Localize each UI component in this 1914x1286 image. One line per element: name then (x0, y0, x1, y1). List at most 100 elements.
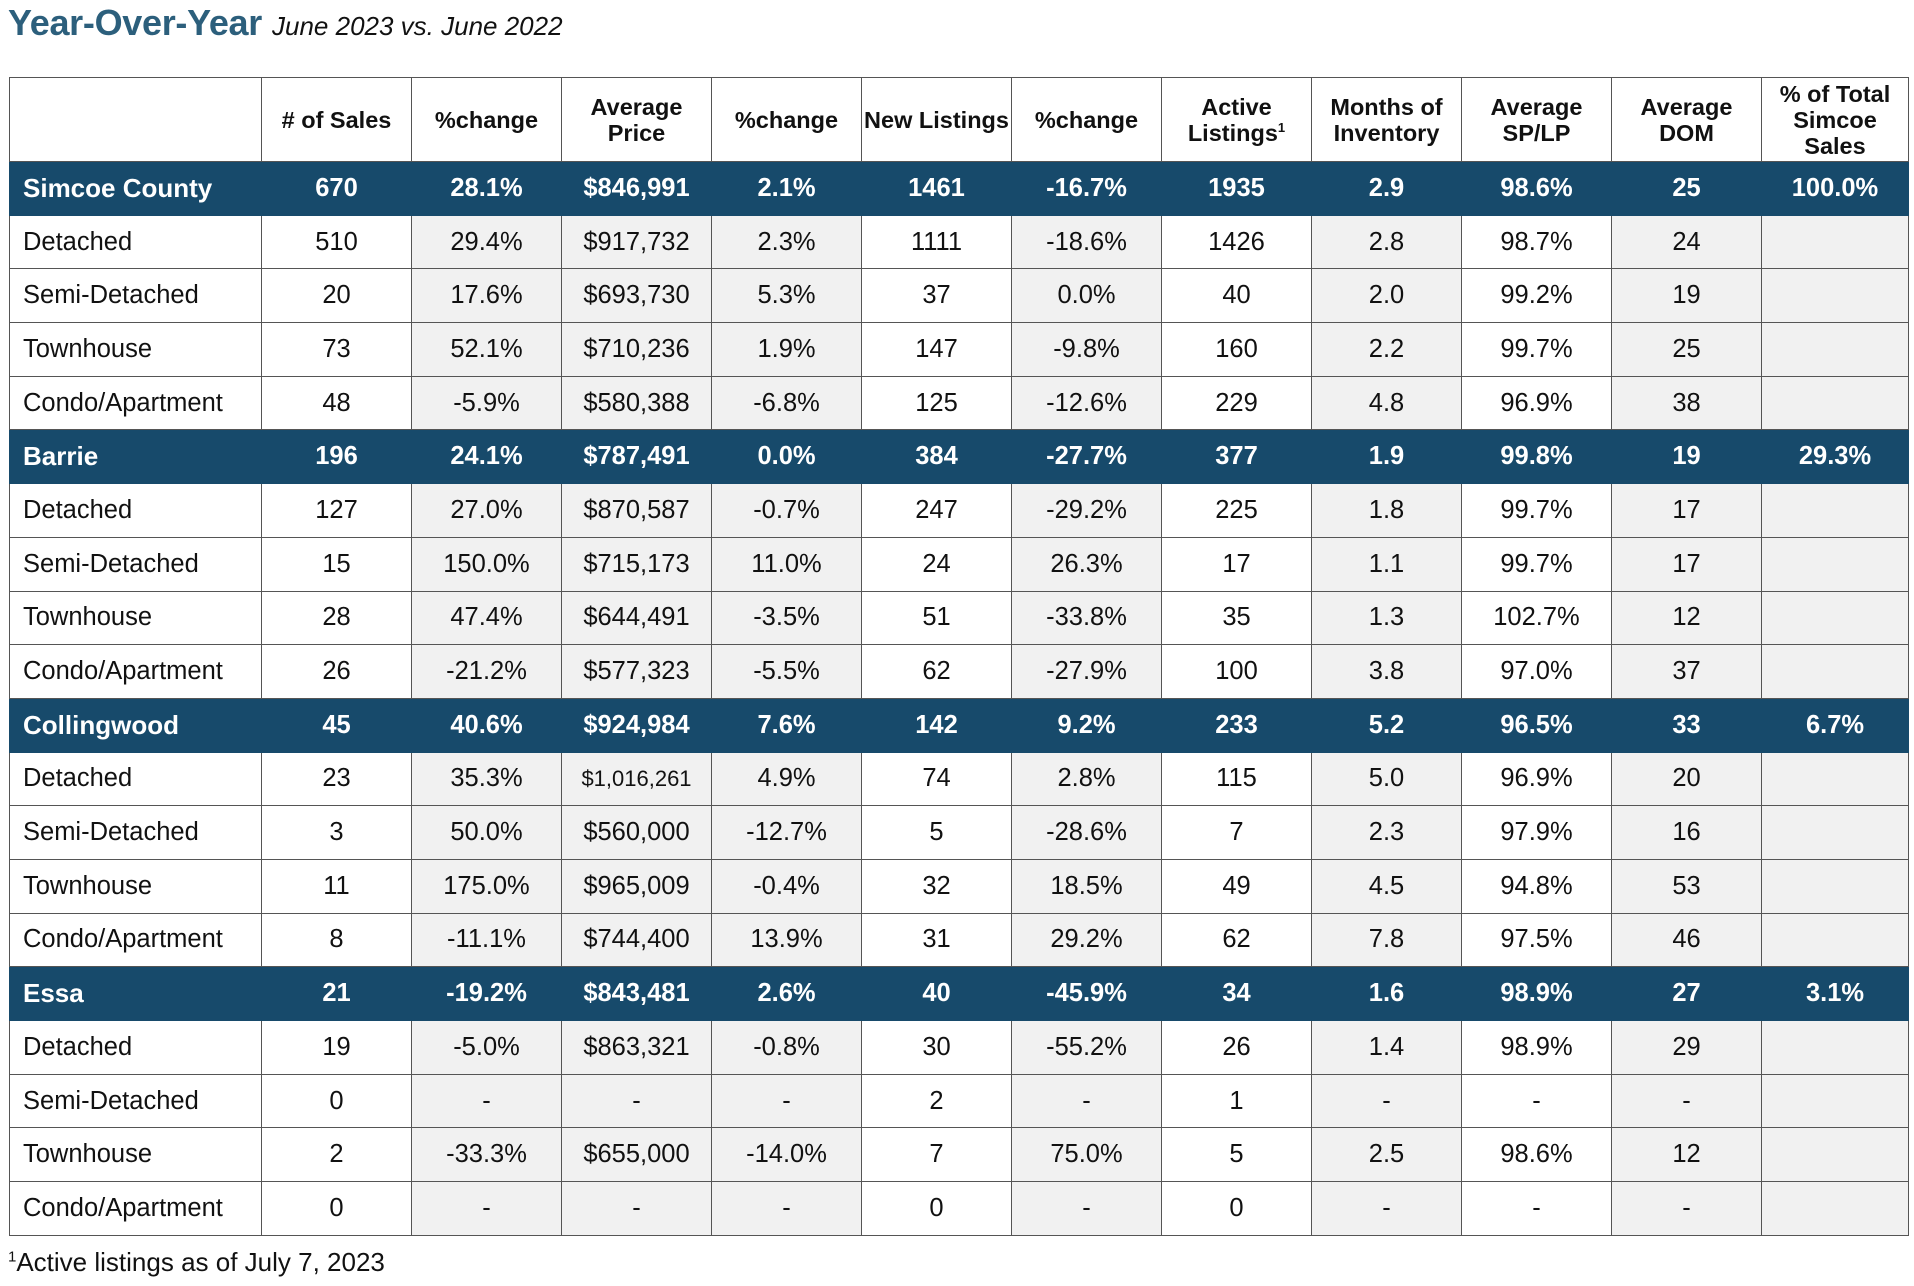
table-cell: 28 (261, 590, 412, 646)
table-cell: -18.6% (1011, 214, 1162, 270)
table-cell: 3 (261, 805, 412, 860)
table-row: Detached 23 35.3% $1,016,261 4.9% 74 2.8% 115 5.… (9, 751, 1909, 807)
table-cell: - (561, 1181, 712, 1236)
table-cell: -12.7% (711, 805, 862, 860)
table-cell: 96.9% (1461, 751, 1612, 807)
table-cell: 97.5% (1461, 912, 1612, 968)
table-cell: 2.3% (711, 214, 862, 270)
table-cell: 11.0% (711, 536, 862, 592)
table-cell: 196 (261, 429, 412, 485)
table-cell: 1.9% (711, 322, 862, 377)
table-cell: 175.0% (411, 858, 562, 914)
table-cell: $965,009 (561, 858, 712, 914)
table-cell: 21 (261, 966, 412, 1021)
table-cell: 38 (1611, 375, 1762, 431)
table-cell: 6.7% (1761, 697, 1909, 753)
table-cell: -29.2% (1011, 483, 1162, 538)
table-cell (1761, 375, 1909, 431)
table-cell: - (1611, 1073, 1762, 1129)
table-cell: 40.6% (411, 697, 562, 753)
table-cell: 2.5 (1311, 1127, 1462, 1183)
table-cell: 32 (861, 858, 1012, 914)
table-cell: $870,587 (561, 483, 712, 538)
table-row: Semi-Detached 3 50.0% $560,000 -12.7% 5 -28.6%… (9, 805, 1909, 860)
table-cell: 29 (1611, 1020, 1762, 1075)
table-cell: 98.6% (1461, 1127, 1612, 1183)
table-cell: 29.3% (1761, 429, 1909, 485)
table-cell: 16 (1611, 805, 1762, 860)
table-cell: 229 (1161, 375, 1312, 431)
table-cell: 1111 (861, 214, 1012, 270)
region-row: Essa 21 -19.2% $843,481 2.6% 40 -45.9% 34 1.6 98.… (9, 966, 1909, 1021)
table-cell: -9.8% (1011, 322, 1162, 377)
table-row: Townhouse 28 47.4% $644,491 -3.5% 51 -33.8% 35 1… (9, 590, 1909, 646)
row-label: Barrie (9, 429, 262, 485)
table-cell: 1426 (1161, 214, 1312, 270)
table-cell: 94.8% (1461, 858, 1612, 914)
table-cell: 0 (261, 1073, 412, 1129)
table-cell: 2.8% (1011, 751, 1162, 807)
table-cell: 74 (861, 751, 1012, 807)
table-cell: 233 (1161, 697, 1312, 753)
header-average-splp: Average SP/LP (1461, 77, 1612, 162)
page-title: Year-Over-Year (8, 2, 262, 43)
table-row: Townhouse 73 52.1% $710,236 1.9% 147 -9.8% 160 2… (9, 322, 1909, 377)
table-cell: - (1311, 1073, 1462, 1129)
table-cell: 1.4 (1311, 1020, 1462, 1075)
table-cell: 160 (1161, 322, 1312, 377)
row-label: Semi-Detached (9, 536, 262, 592)
footnote-marker: 1 (1277, 119, 1286, 135)
table-cell: -5.0% (411, 1020, 562, 1075)
table-cell: 48 (261, 375, 412, 431)
table-cell: $924,984 (561, 697, 712, 753)
table-cell: 51 (861, 590, 1012, 646)
table-cell (1761, 858, 1909, 914)
table-cell: 28.1% (411, 161, 562, 216)
table-cell: -27.9% (1011, 644, 1162, 699)
table-cell: 1.1 (1311, 536, 1462, 592)
table-cell: 98.9% (1461, 966, 1612, 1021)
row-label: Condo/Apartment (9, 644, 262, 699)
table-cell: 1.3 (1311, 590, 1462, 646)
table-cell: 62 (1161, 912, 1312, 968)
table-cell: 102.7% (1461, 590, 1612, 646)
row-label: Townhouse (9, 322, 262, 377)
row-label: Semi-Detached (9, 268, 262, 324)
table-cell: 7.8 (1311, 912, 1462, 968)
table-cell: 25 (1611, 322, 1762, 377)
table-cell: 97.9% (1461, 805, 1612, 860)
table-cell: 26 (1161, 1020, 1312, 1075)
table-cell: - (561, 1073, 712, 1129)
row-label: Townhouse (9, 590, 262, 646)
table-cell: 225 (1161, 483, 1312, 538)
table-cell (1761, 1181, 1909, 1236)
row-label: Townhouse (9, 858, 262, 914)
table-cell: -3.5% (711, 590, 862, 646)
region-row: Barrie 196 24.1% $787,491 0.0% 384 -27.7% 377 1.… (9, 429, 1909, 485)
table-cell: 50.0% (411, 805, 562, 860)
table-cell: 35.3% (411, 751, 562, 807)
table-cell: 19 (1611, 429, 1762, 485)
header-num-sales: # of Sales (261, 77, 412, 162)
table-row: Detached 19 -5.0% $863,321 -0.8% 30 -55.2% 26 1.… (9, 1020, 1909, 1075)
table-cell: 24.1% (411, 429, 562, 485)
table-cell: 19 (261, 1020, 412, 1075)
table-cell: 34 (1161, 966, 1312, 1021)
table-cell: 100.0% (1761, 161, 1909, 216)
row-label: Detached (9, 483, 262, 538)
table-cell: -21.2% (411, 644, 562, 699)
table-cell: -5.5% (711, 644, 862, 699)
table-cell: 127 (261, 483, 412, 538)
table-cell: -12.6% (1011, 375, 1162, 431)
page-heading: Year-Over-Year June 2023 vs. June 2022 (8, 2, 563, 52)
header-average-price: Average Price (561, 77, 712, 162)
table-cell: - (1611, 1181, 1762, 1236)
table-cell: 0.0% (711, 429, 862, 485)
table-cell: 5.3% (711, 268, 862, 324)
table-cell: $655,000 (561, 1127, 712, 1183)
table-cell: -16.7% (1011, 161, 1162, 216)
table-cell: 247 (861, 483, 1012, 538)
row-label: Townhouse (9, 1127, 262, 1183)
table-cell: $846,991 (561, 161, 712, 216)
table-cell: 11 (261, 858, 412, 914)
